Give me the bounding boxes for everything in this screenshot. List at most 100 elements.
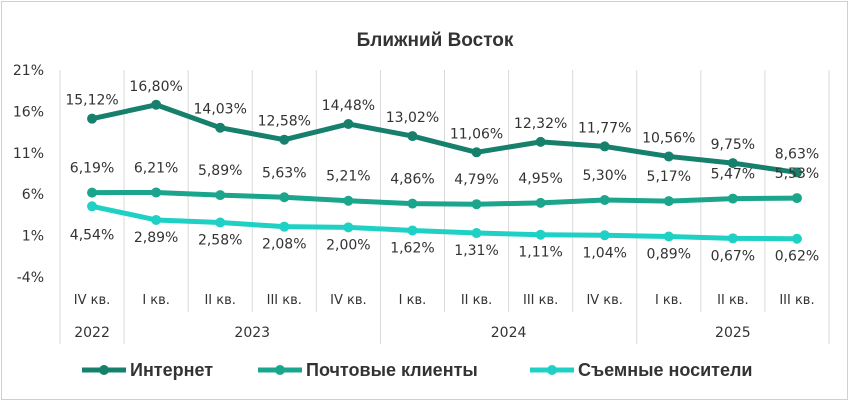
data-label: 15,12% bbox=[65, 93, 118, 109]
year-label: 2025 bbox=[715, 325, 751, 341]
data-label: 5,63% bbox=[262, 165, 306, 181]
data-point bbox=[407, 198, 418, 209]
x-tick-label: IV кв. bbox=[74, 293, 111, 308]
data-label: 10,56% bbox=[642, 130, 695, 146]
data-point bbox=[471, 147, 482, 158]
data-label: 14,48% bbox=[322, 98, 375, 114]
data-label: 8,63% bbox=[775, 146, 819, 162]
data-point bbox=[343, 195, 354, 206]
data-point bbox=[599, 141, 610, 152]
data-point bbox=[279, 134, 290, 145]
x-tick-label: II кв. bbox=[717, 293, 748, 308]
data-label: 14,03% bbox=[194, 102, 247, 118]
data-label: 5,30% bbox=[582, 168, 626, 184]
data-point bbox=[791, 233, 802, 244]
x-tick-label: II кв. bbox=[204, 293, 235, 308]
data-label: 0,62% bbox=[775, 249, 819, 265]
data-label: 4,54% bbox=[70, 227, 114, 243]
data-point bbox=[87, 187, 98, 198]
data-label: 12,58% bbox=[258, 114, 311, 130]
data-label: 1,04% bbox=[582, 245, 626, 261]
legend-swatch-marker bbox=[275, 365, 285, 375]
data-label: 13,02% bbox=[386, 110, 439, 126]
legend-label: Почтовые клиенты bbox=[306, 360, 478, 380]
x-tick-label: I кв. bbox=[655, 293, 683, 308]
data-point bbox=[599, 194, 610, 205]
data-label: 5,21% bbox=[326, 169, 370, 185]
data-label: 16,80% bbox=[129, 79, 182, 95]
x-tick-label: II кв. bbox=[461, 293, 492, 308]
y-tick-label: 16% bbox=[13, 104, 44, 120]
legend-label: Съемные носители bbox=[578, 360, 753, 380]
data-point bbox=[279, 221, 290, 232]
data-point bbox=[599, 230, 610, 241]
legend: Интернет Почтовые клиенты Съемные носители bbox=[82, 360, 753, 380]
data-point bbox=[151, 214, 162, 225]
y-tick-label: -4% bbox=[17, 270, 44, 286]
data-label: 2,58% bbox=[198, 233, 242, 249]
data-point bbox=[727, 193, 738, 204]
data-point bbox=[87, 201, 98, 212]
data-label: 5,47% bbox=[711, 167, 755, 183]
y-tick-label: 6% bbox=[22, 187, 44, 203]
chart-title: Ближний Восток bbox=[357, 30, 514, 51]
series-line-3 bbox=[91, 203, 797, 242]
data-point bbox=[215, 122, 226, 133]
data-point bbox=[87, 113, 98, 124]
legend-label: Интернет bbox=[130, 360, 213, 380]
legend-swatch-marker bbox=[99, 365, 109, 375]
data-point bbox=[727, 158, 738, 169]
data-label: 4,79% bbox=[454, 172, 498, 188]
x-tick-label: IV кв. bbox=[330, 293, 367, 308]
data-point bbox=[471, 228, 482, 239]
data-labels: 15,12% 16,80% 14,03% 12,58% 14,48% 13,02% 11,0… bbox=[65, 79, 819, 265]
x-tick-label: III кв. bbox=[523, 293, 558, 308]
y-tick-label: 1% bbox=[22, 229, 44, 245]
x-tick-label: I кв. bbox=[142, 293, 170, 308]
data-label: 4,86% bbox=[390, 172, 434, 188]
y-tick-label: 11% bbox=[13, 146, 44, 162]
data-point bbox=[215, 190, 226, 201]
data-point bbox=[343, 222, 354, 233]
data-label: 0,89% bbox=[647, 247, 691, 263]
data-label: 2,00% bbox=[326, 237, 370, 253]
year-label: 2024 bbox=[491, 325, 527, 341]
data-label: 1,31% bbox=[454, 243, 498, 259]
data-point bbox=[535, 197, 546, 208]
data-label: 11,06% bbox=[450, 126, 503, 142]
x-tick-label: III кв. bbox=[779, 293, 814, 308]
data-label: 5,17% bbox=[647, 169, 691, 185]
y-axis-ticks: 21% 16% 11% 6% 1% -4% bbox=[13, 63, 44, 286]
data-point bbox=[343, 118, 354, 129]
data-point bbox=[279, 192, 290, 203]
data-label: 11,77% bbox=[578, 120, 631, 136]
data-point bbox=[535, 229, 546, 240]
data-label: 2,89% bbox=[134, 230, 178, 246]
data-label: 5,53% bbox=[775, 166, 819, 182]
y-tick-label: 21% bbox=[13, 63, 44, 79]
data-point bbox=[407, 131, 418, 142]
year-label: 2022 bbox=[74, 325, 110, 341]
data-label: 1,62% bbox=[390, 240, 434, 256]
series-lines bbox=[87, 99, 802, 244]
data-label: 12,32% bbox=[514, 116, 567, 132]
data-point bbox=[663, 151, 674, 162]
legend-swatch-marker bbox=[547, 365, 557, 375]
data-label: 6,19% bbox=[70, 161, 114, 177]
data-point bbox=[151, 187, 162, 198]
data-point bbox=[535, 136, 546, 147]
x-axis-ticks: IV кв. I кв. II кв. III кв. IV кв. I кв. II кв… bbox=[74, 293, 815, 341]
data-point bbox=[727, 233, 738, 244]
data-point bbox=[791, 167, 802, 178]
data-point bbox=[407, 225, 418, 236]
data-point bbox=[151, 99, 162, 110]
x-tick-label: IV кв. bbox=[586, 293, 623, 308]
series-line-1 bbox=[91, 102, 798, 175]
data-point bbox=[791, 193, 802, 204]
x-tick-label: III кв. bbox=[267, 293, 302, 308]
data-point bbox=[663, 196, 674, 207]
data-label: 0,67% bbox=[711, 248, 755, 264]
data-point bbox=[663, 231, 674, 242]
data-label: 6,21% bbox=[134, 160, 178, 176]
